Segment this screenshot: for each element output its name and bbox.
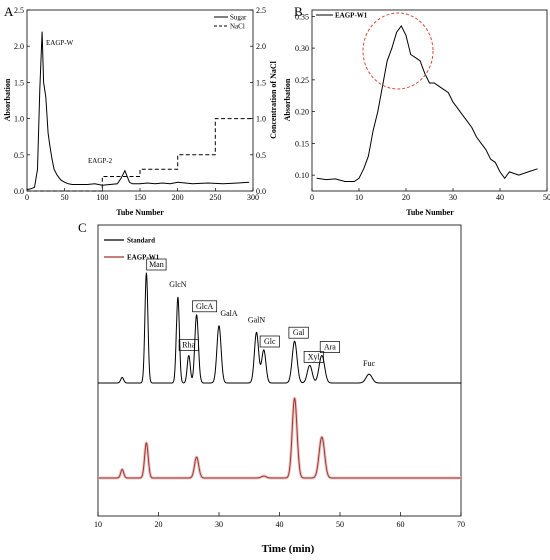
series-line-eagp-w1 [97, 397, 462, 479]
series-line-standard [97, 272, 462, 384]
y-tick-label: 0.20 [295, 108, 309, 117]
panel-c-series [96, 272, 463, 480]
panel-c: C 10 20 30 40 50 60 70 Time (min) Man GlcN Rha Gl… [78, 220, 465, 555]
annotation-eagp-2: EAGP-2 [88, 157, 113, 165]
panel-a-label: A [4, 4, 14, 19]
panel-a-ylabel: Absorbation [3, 78, 12, 121]
peak-label-box [146, 258, 167, 271]
y-tick-label: 0.15 [295, 139, 309, 148]
peak-label-galn: GalN [248, 315, 266, 324]
annotation-eagp-w: EAGP-W [46, 39, 74, 47]
y-tick-label: 2.0 [14, 42, 24, 51]
x-tick-label: 40 [496, 193, 504, 202]
panel-c-legend: Standard EAGP-W1 [104, 237, 160, 262]
legend-nacl-label: NaCl [230, 23, 245, 31]
panel-a-series [26, 31, 253, 192]
panel-b-series [316, 24, 538, 182]
highlight-circle [362, 12, 434, 90]
legend-sample-label: EAGP-W1 [127, 254, 160, 262]
panel-a-frame [26, 9, 254, 192]
y-tick-label: 0.5 [14, 151, 24, 160]
panel-b: B 0 10 20 30 40 50 0.10 0.15 0.20 0.25 0.30 0.35 T… [283, 4, 550, 217]
panel-a-xlabel: Tube Number [116, 208, 164, 217]
y-tick-label: 1.5 [14, 78, 24, 87]
x-tick-label: 0 [25, 193, 29, 202]
y2-tick-label: 2.5 [256, 6, 266, 15]
peak-label-ara: Ara [324, 343, 336, 352]
series-line-eagp-w1 [316, 24, 538, 182]
peak-label-rha: Rha [182, 341, 195, 350]
legend-eagp-w1-label: EAGP-W1 [335, 12, 368, 20]
panel-b-xlabel: Tube Number [406, 208, 454, 217]
x-tick-label: 60 [397, 520, 405, 529]
series-glow-eagp-w1 [96, 396, 463, 480]
x-tick-label: 200 [172, 193, 184, 202]
peak-label-man: Man [149, 260, 164, 269]
peak-label-box [288, 326, 309, 339]
y-tick-label: 0.25 [295, 76, 309, 85]
y2-tick-label: 1.5 [256, 78, 266, 87]
panel-a-y-ticks: 0.0 0.5 1.0 1.5 2.0 2.5 [14, 6, 30, 196]
peak-label-box [303, 351, 324, 363]
peak-label-gal: Gal [293, 328, 305, 337]
panel-a-x-ticks: 0 50 100 150 200 250 300 [25, 188, 259, 202]
x-tick-label: 30 [215, 520, 223, 529]
panel-a-y2label: Concentration of NaCl [269, 60, 278, 139]
peak-label-box [319, 341, 340, 353]
y-tick-label: 0.30 [295, 44, 309, 53]
panel-c-xlabel: Time (min) [262, 543, 315, 555]
peak-label-glca: GlcA [196, 302, 214, 311]
panel-b-frame [311, 9, 548, 192]
series-line-nacl [27, 118, 253, 192]
peak-label-glcn: GlcN [169, 280, 187, 289]
peak-label-glc: Glc [264, 337, 276, 346]
panel-a: A 0 50 100 150 200 250 300 0.00.51.01.52.02.5 … [3, 4, 278, 217]
panel-b-label: B [294, 4, 303, 19]
x-tick-label: 40 [276, 520, 284, 529]
x-tick-label: 50 [543, 193, 550, 202]
y2-tick-label: 0.0 [256, 187, 266, 196]
x-tick-label: 20 [155, 520, 163, 529]
peak-label-xyl: Xyl [308, 352, 321, 361]
x-tick-label: 150 [134, 193, 146, 202]
x-tick-label: 10 [94, 520, 102, 529]
panel-a-y2-ticks: 0.0 0.5 1.0 1.5 2.0 2.5 [250, 6, 266, 196]
panel-c-x-ticks: 10 20 30 40 50 60 70 [94, 512, 465, 529]
y-tick-label: 1.0 [14, 115, 24, 124]
legend-standard-label: Standard [127, 237, 155, 245]
x-tick-label: 10 [355, 193, 363, 202]
panel-a-legend: Sugar NaCl [214, 14, 247, 31]
legend-sugar-label: Sugar [230, 14, 247, 22]
y-tick-label: 0.35 [295, 12, 309, 21]
x-tick-label: 0 [310, 193, 314, 202]
panel-c-label: C [78, 220, 87, 235]
y-tick-label: 0.0 [14, 187, 24, 196]
series-line-sugar [26, 31, 250, 191]
panel-b-x-ticks: 0 10 20 30 40 50 [310, 188, 550, 202]
x-tick-label: 70 [457, 520, 465, 529]
y-tick-label: 0.10 [295, 171, 309, 180]
y2-tick-label: 2.0 [256, 42, 266, 51]
peak-label-box [259, 335, 280, 348]
x-tick-label: 20 [402, 193, 410, 202]
x-tick-label: 100 [96, 193, 108, 202]
peak-label-box [192, 300, 218, 313]
panel-b-ylabel: Absorbation [283, 78, 292, 121]
panel-b-legend: EAGP-W1 [316, 12, 368, 20]
panel-b-y-ticks: 0.10 0.15 0.20 0.25 0.30 0.35 [295, 12, 315, 180]
x-tick-label: 300 [247, 193, 259, 202]
y-tick-label: 2.5 [14, 6, 24, 15]
peak-label-fuc: Fuc [363, 359, 375, 368]
x-tick-label: 50 [336, 520, 344, 529]
peak-label-box [178, 339, 199, 351]
x-tick-label: 30 [449, 193, 457, 202]
x-tick-label: 250 [209, 193, 221, 202]
x-tick-label: 50 [61, 193, 69, 202]
peak-label-gala: GalA [220, 309, 238, 318]
y2-tick-label: 0.5 [256, 151, 266, 160]
y2-tick-label: 1.0 [256, 115, 266, 124]
